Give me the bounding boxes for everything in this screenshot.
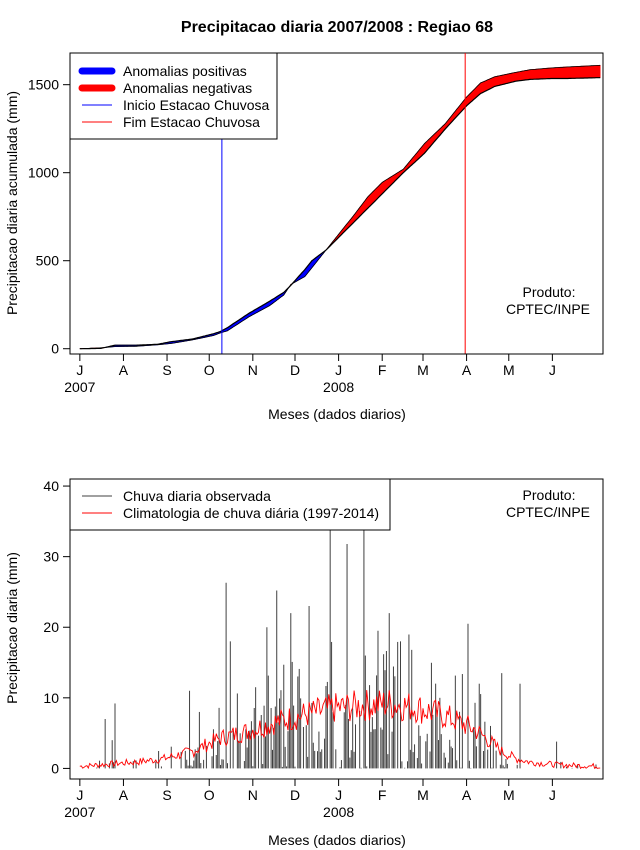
x-year-label: 2008 [323,804,354,820]
top-x-axis-label: Meses (dados diarios) [268,406,406,422]
top-legend: Anomalias positivas Anomalias negativas … [69,52,278,140]
x-tick-label: N [248,362,258,378]
x-tick-label: N [248,787,258,803]
legend-label-climatology: Climatologia de chuva diária (1997-2014) [123,505,379,521]
observed-accumulated-line [79,77,601,350]
legend-label-start: Inicio Estacao Chuvosa [123,97,270,113]
y-tick-label: 40 [43,478,59,494]
top-y-axis-label: Precipitacao diaria acumulada (mm) [4,91,20,315]
observed-rain-bars [96,524,597,769]
x-year-label: 2008 [323,379,354,395]
legend-label-positive: Anomalias positivas [123,63,247,79]
climatology-accumulated-line [79,64,601,350]
x-tick-label: S [162,362,171,378]
x-tick-label: D [290,362,300,378]
top-product-name: CPTEC/INPE [506,301,590,317]
x-tick-label: O [204,362,215,378]
bottom-product-label: Produto: [523,487,576,503]
x-tick-label: O [204,787,215,803]
climatology-series [79,690,601,770]
y-tick-label: 500 [36,253,60,269]
y-tick-label: 0 [51,760,59,776]
climatology-daily-line [79,690,601,770]
x-tick-label: J [549,787,556,803]
top-product-label: Produto: [523,284,576,300]
top-chart-title: Precipitacao diaria 2007/2008 : Regiao 6… [181,19,493,36]
legend-label-end: Fim Estacao Chuvosa [123,114,260,130]
y-tick-label: 0 [51,341,59,357]
x-tick-label: J [76,362,83,378]
y-tick-label: 10 [43,690,59,706]
x-year-label: 2007 [64,804,95,820]
top-plot-area [69,52,604,355]
y-tick-label: 20 [43,619,59,635]
top-legend-box [69,52,278,140]
top-y-axis: 0 500 1000 1500 [28,77,71,357]
x-tick-label: A [462,362,472,378]
x-tick-label: M [503,362,515,378]
x-tick-label: J [76,787,83,803]
x-tick-label: D [290,787,300,803]
negative-anomaly-segment [598,65,601,78]
x-tick-label: F [378,787,387,803]
x-tick-label: M [503,787,515,803]
bottom-legend: Chuva diaria observada Climatologia de c… [69,478,391,531]
x-tick-label: J [549,362,556,378]
x-tick-label: M [417,787,429,803]
x-tick-label: A [119,362,129,378]
legend-label-negative: Anomalias negativas [123,80,252,96]
top-curves [79,64,601,350]
x-tick-label: S [162,787,171,803]
x-tick-label: J [335,787,342,803]
bottom-product-name: CPTEC/INPE [506,504,590,520]
bottom-x-axis-label: Meses (dados diarios) [268,832,406,848]
bottom-y-axis: 0 10 20 30 40 [43,478,71,776]
x-tick-label: A [119,787,129,803]
y-tick-label: 1500 [28,77,59,93]
x-tick-label: M [417,362,429,378]
bottom-y-axis-label: Precipitacao diaria (mm) [4,552,20,704]
x-year-label: 2007 [64,379,95,395]
legend-label-observed: Chuva diaria observada [123,488,271,504]
bottom-legend-box [69,478,391,531]
y-tick-label: 1000 [28,165,59,181]
x-tick-label: A [462,787,472,803]
x-tick-label: F [378,362,387,378]
y-tick-label: 30 [43,549,59,565]
bottom-plot-area [69,478,604,780]
x-tick-label: J [335,362,342,378]
